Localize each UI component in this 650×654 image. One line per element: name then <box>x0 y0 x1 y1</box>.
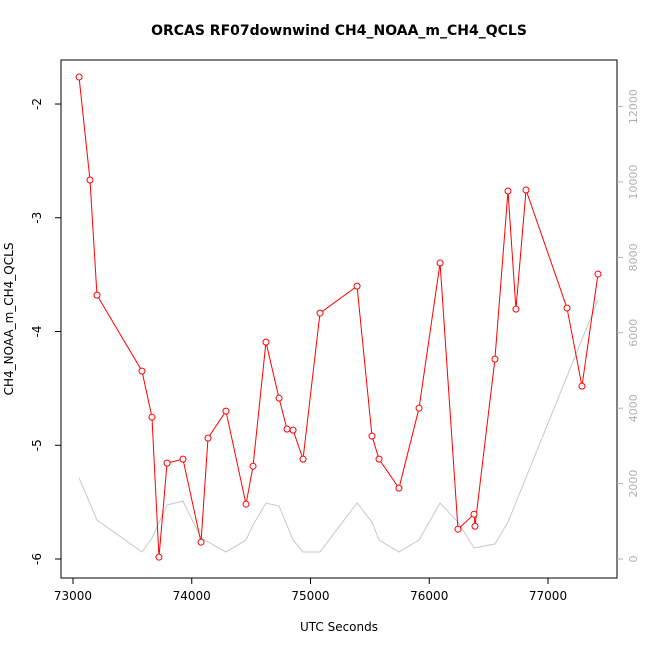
point <box>222 407 230 415</box>
point <box>275 394 283 402</box>
y-tick-label: -6 <box>30 553 44 565</box>
point <box>93 291 101 299</box>
y2-tick-label: 0 <box>627 555 640 562</box>
x-tick-label: 75000 <box>291 589 329 603</box>
y2-tick-label: 6000 <box>627 319 640 347</box>
point <box>179 455 187 463</box>
point <box>578 382 586 390</box>
point <box>86 176 94 184</box>
y2-tick-label: 4000 <box>627 394 640 422</box>
point <box>563 304 571 312</box>
point <box>522 186 530 194</box>
point <box>491 355 499 363</box>
point <box>375 455 383 463</box>
y-tick-label: -5 <box>30 439 44 451</box>
y-tick-label: -3 <box>30 212 44 224</box>
point <box>283 425 291 433</box>
point <box>454 525 462 533</box>
point <box>512 305 520 313</box>
y2-tick-label: 10000 <box>627 164 640 199</box>
point <box>353 282 361 290</box>
point <box>138 367 146 375</box>
point <box>436 259 444 267</box>
x-tick-label: 74000 <box>173 589 211 603</box>
point <box>471 522 479 530</box>
series-line <box>78 299 599 553</box>
point <box>75 73 83 81</box>
point <box>289 426 297 434</box>
y-tick-label: -4 <box>30 326 44 338</box>
point <box>148 413 156 421</box>
point <box>299 455 307 463</box>
point <box>415 404 423 412</box>
y2-tick-label: 2000 <box>627 470 640 498</box>
y-axis-label: CH4_NOAA_m_CH4_QCLS <box>2 243 16 396</box>
y2-tick-label: 12000 <box>627 89 640 124</box>
series-line <box>78 77 599 558</box>
point <box>316 309 324 317</box>
x-axis-label: UTC Seconds <box>300 620 378 634</box>
y2-tick-label: 8000 <box>627 243 640 271</box>
point <box>262 338 270 346</box>
point <box>368 432 376 440</box>
point <box>197 538 205 546</box>
point <box>242 500 250 508</box>
point <box>470 510 478 518</box>
point <box>395 484 403 492</box>
plot-frame <box>60 59 618 579</box>
point <box>163 459 171 467</box>
x-tick-label: 73000 <box>54 589 92 603</box>
x-tick-label: 77000 <box>529 589 567 603</box>
y-tick-label: -2 <box>30 98 44 110</box>
point <box>504 187 512 195</box>
chart-title: ORCAS RF07downwind CH4_NOAA_m_CH4_QCLS <box>151 23 527 39</box>
point <box>155 553 163 561</box>
point <box>249 462 257 470</box>
point <box>594 270 602 278</box>
point <box>204 434 212 442</box>
x-tick-label: 76000 <box>410 589 448 603</box>
